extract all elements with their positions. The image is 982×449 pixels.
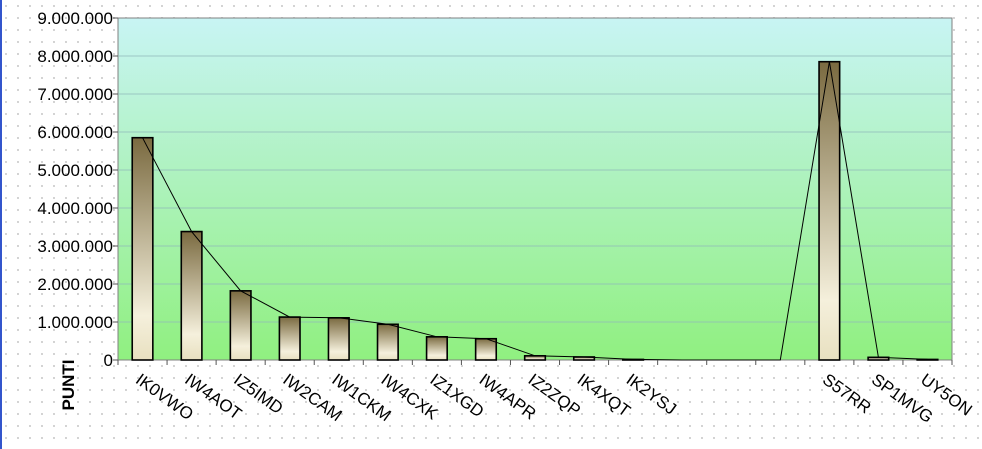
bar [327,317,350,361]
y-tick-label: 6.000.000 [37,123,113,142]
plot-area [117,17,953,361]
x-tick-label: IK4XQT [574,370,634,421]
y-tick-label: 5.000.000 [37,161,113,180]
y-tick-label: 0 [104,351,113,370]
series-line [142,61,928,361]
y-tick-label: 9.000.000 [37,9,113,28]
y-tick-label: 2.000.000 [37,275,113,294]
bars [131,60,939,361]
y-tick-label: 3.000.000 [37,237,113,256]
y-tick-label: 8.000.000 [37,47,113,66]
left-edge-line [0,0,2,449]
bar [278,316,301,361]
y-tick-label: 7.000.000 [37,85,113,104]
x-axis-ticks: IK0VWOIW4AOTIZ5IMDIW2CAMIW1CKMIW4CXKIZ1X… [117,360,976,427]
y-axis-label: PUNTI [59,360,78,411]
y-tick-label: 1.000.000 [37,313,113,332]
bar [180,230,203,361]
bar [229,290,252,361]
bar [474,337,498,361]
y-axis-ticks: 9.000.000 8.000.000 7.000.000 6.000.000 5.00… [37,9,118,370]
x-tick-label: IK2YSJ [623,370,680,419]
gridlines [118,55,952,323]
y-tick-label: 4.000.000 [37,199,113,218]
overlay-line-group [142,61,928,361]
x-tick-label: S57RR [819,370,875,418]
bar [376,323,399,361]
bar [425,336,448,361]
bar [131,136,154,361]
